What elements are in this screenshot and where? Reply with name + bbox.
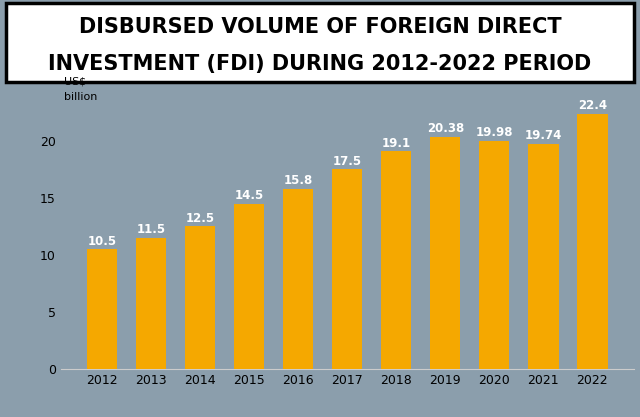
Text: 19.1: 19.1 xyxy=(381,136,411,150)
FancyBboxPatch shape xyxy=(6,3,634,82)
Bar xyxy=(430,137,460,369)
Text: 12.5: 12.5 xyxy=(186,212,214,225)
Text: 17.5: 17.5 xyxy=(333,155,362,168)
Bar xyxy=(87,249,117,369)
Text: 20.38: 20.38 xyxy=(427,122,464,135)
Text: DISBURSED VOLUME OF FOREIGN DIRECT: DISBURSED VOLUME OF FOREIGN DIRECT xyxy=(79,18,561,38)
Bar xyxy=(283,189,314,369)
Text: 14.5: 14.5 xyxy=(234,189,264,202)
Text: billion: billion xyxy=(63,92,97,102)
Text: 19.74: 19.74 xyxy=(525,129,562,142)
Bar xyxy=(528,144,559,369)
Bar xyxy=(185,226,215,369)
Text: 10.5: 10.5 xyxy=(88,235,116,248)
Bar xyxy=(381,151,412,369)
Bar xyxy=(234,203,264,369)
Text: INVESTMENT (FDI) DURING 2012-2022 PERIOD: INVESTMENT (FDI) DURING 2012-2022 PERIOD xyxy=(49,54,591,74)
Bar xyxy=(136,238,166,369)
Text: 19.98: 19.98 xyxy=(476,126,513,140)
Text: 22.4: 22.4 xyxy=(578,99,607,112)
Text: 15.8: 15.8 xyxy=(284,174,313,187)
Bar xyxy=(577,113,607,369)
Bar xyxy=(479,141,509,369)
Bar xyxy=(332,169,362,369)
Text: 11.5: 11.5 xyxy=(136,223,166,236)
Text: US$: US$ xyxy=(63,77,86,87)
